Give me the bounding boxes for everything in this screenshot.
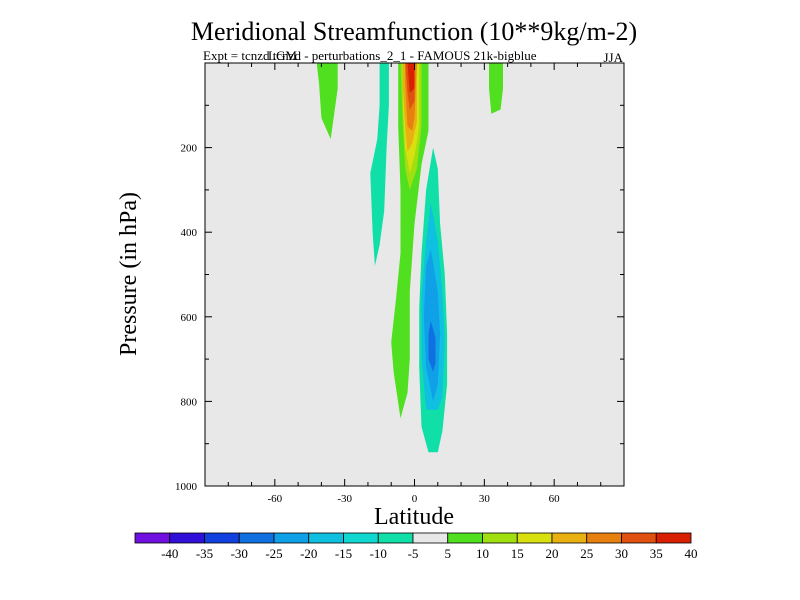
colorbar-swatch xyxy=(308,532,344,544)
colorbar-label: -10 xyxy=(370,546,387,561)
contour-region-main-positive-band xyxy=(391,63,429,419)
colorbar: -40 -35 -30 -25 -20 -15 -10 -5 5 10 15 20 25 30 35 40 xyxy=(134,532,698,561)
colorbar-swatch xyxy=(134,532,171,544)
colorbar-swatch xyxy=(273,532,310,544)
colorbar-label: 20 xyxy=(546,546,559,561)
colorbar-label: -35 xyxy=(196,546,213,561)
y-tick-label: 1000 xyxy=(175,481,198,493)
x-tick-label: 60 xyxy=(549,493,561,505)
colorbar-swatch xyxy=(169,532,205,544)
x-tick-label: -30 xyxy=(337,493,352,505)
colorbar-label: -20 xyxy=(300,546,317,561)
colorbar-label: -40 xyxy=(161,546,178,561)
contour-region-upper-shoulder-right xyxy=(489,63,503,114)
contour-region-northern-cell xyxy=(428,321,436,372)
contour-region-main-positive-core xyxy=(407,63,415,93)
y-axis-label: Pressure (in hPa) xyxy=(116,192,142,356)
colorbar-label: 25 xyxy=(580,546,593,561)
colorbar-label: -25 xyxy=(265,546,282,561)
colorbar-swatch xyxy=(482,532,518,544)
colorbar-label: 40 xyxy=(685,546,698,561)
colorbar-label: 10 xyxy=(476,546,489,561)
colorbar-swatch xyxy=(586,532,622,544)
colorbar-label: -30 xyxy=(231,546,248,561)
x-axis-label: Latitude xyxy=(374,504,454,530)
colorbar-swatch xyxy=(343,532,379,544)
contour-region-upper-shoulder-left xyxy=(316,63,338,140)
colorbar-label: 5 xyxy=(445,546,452,561)
x-tick-label: -60 xyxy=(267,493,282,505)
x-tick-label: 0 xyxy=(412,493,418,505)
colorbar-swatch xyxy=(412,532,449,544)
colorbar-label: 30 xyxy=(615,546,628,561)
y-tick-label: 600 xyxy=(181,312,198,324)
colorbar-label: -15 xyxy=(335,546,352,561)
x-tick-label: 30 xyxy=(479,493,491,505)
plot-area: -60 -30 0 30 60 200 400 600 800 1000 xyxy=(175,62,625,505)
colorbar-swatch xyxy=(621,532,657,544)
season-label: JJA xyxy=(603,50,623,65)
contour-region-southern-cell-thin xyxy=(370,63,389,266)
colorbar-label: 35 xyxy=(650,546,663,561)
colorbar-swatch xyxy=(655,532,692,544)
colorbar-label: 15 xyxy=(511,546,524,561)
colorbar-swatch xyxy=(204,532,240,544)
y-tick-label: 800 xyxy=(181,396,198,408)
colorbar-swatch xyxy=(516,532,553,544)
chart-subtitle: Expt = tcnzd tcnzd - perturbations_2_1 -… xyxy=(203,48,537,63)
chart-subtitle-overlay: LGM xyxy=(268,48,297,63)
colorbar-swatch xyxy=(238,532,275,544)
colorbar-swatch xyxy=(377,532,414,544)
y-tick-label: 400 xyxy=(181,227,198,239)
y-tick-label: 200 xyxy=(181,143,198,155)
chart-title: Meridional Streamfunction (10**9kg/m-2) xyxy=(191,17,637,46)
colorbar-label: -5 xyxy=(408,546,419,561)
colorbar-swatch xyxy=(447,532,483,544)
colorbar-swatch xyxy=(551,532,588,544)
